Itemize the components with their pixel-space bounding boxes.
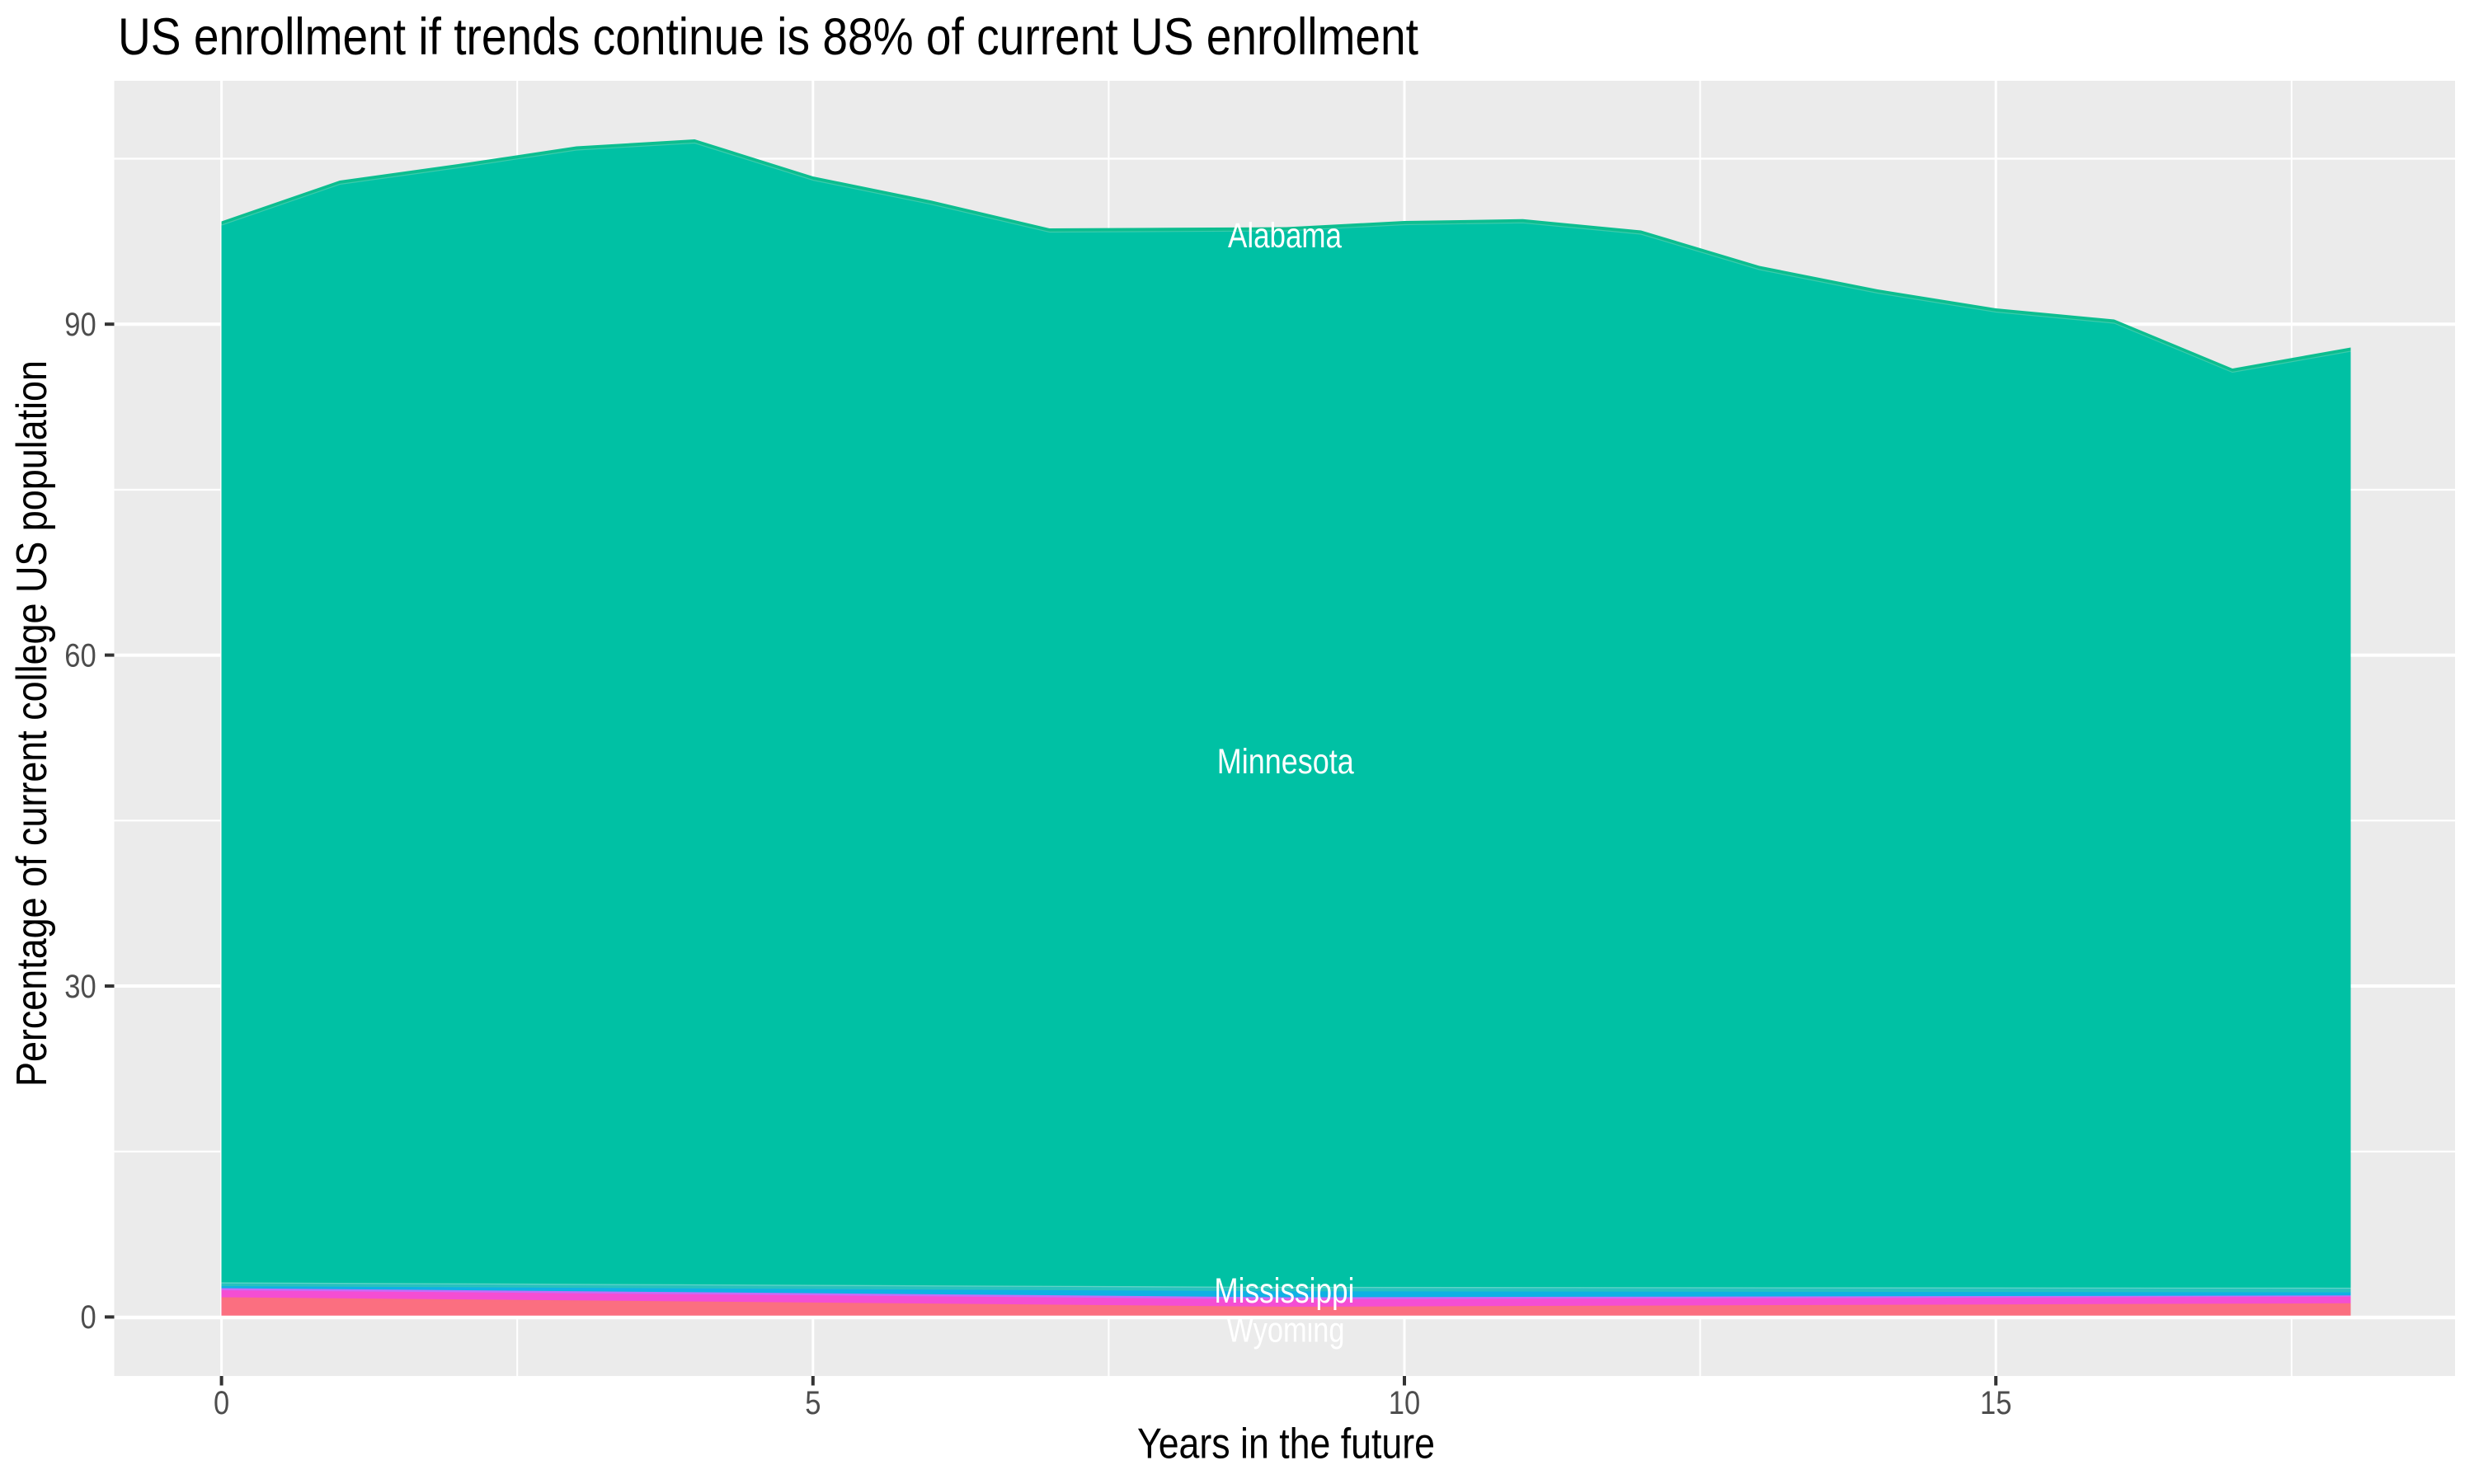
svg-text:US enrollment if trends contin: US enrollment if trends continue is 88% …	[118, 8, 1418, 66]
svg-text:90: 90	[64, 307, 96, 343]
svg-text:0: 0	[81, 1299, 96, 1336]
svg-text:5: 5	[805, 1385, 821, 1421]
svg-text:Wyoming: Wyoming	[1227, 1310, 1345, 1350]
svg-text:Years in the future: Years in the future	[1137, 1421, 1435, 1468]
svg-text:30: 30	[64, 969, 96, 1005]
svg-text:Minnesota: Minnesota	[1217, 742, 1354, 782]
svg-text:15: 15	[1980, 1385, 2011, 1421]
svg-text:Mississippi: Mississippi	[1214, 1271, 1354, 1311]
svg-text:Alabama: Alabama	[1228, 216, 1342, 256]
svg-text:Percentage of current college: Percentage of current college US populat…	[8, 360, 56, 1087]
svg-text:60: 60	[64, 637, 96, 674]
svg-text:0: 0	[214, 1385, 229, 1421]
svg-text:10: 10	[1389, 1385, 1420, 1421]
